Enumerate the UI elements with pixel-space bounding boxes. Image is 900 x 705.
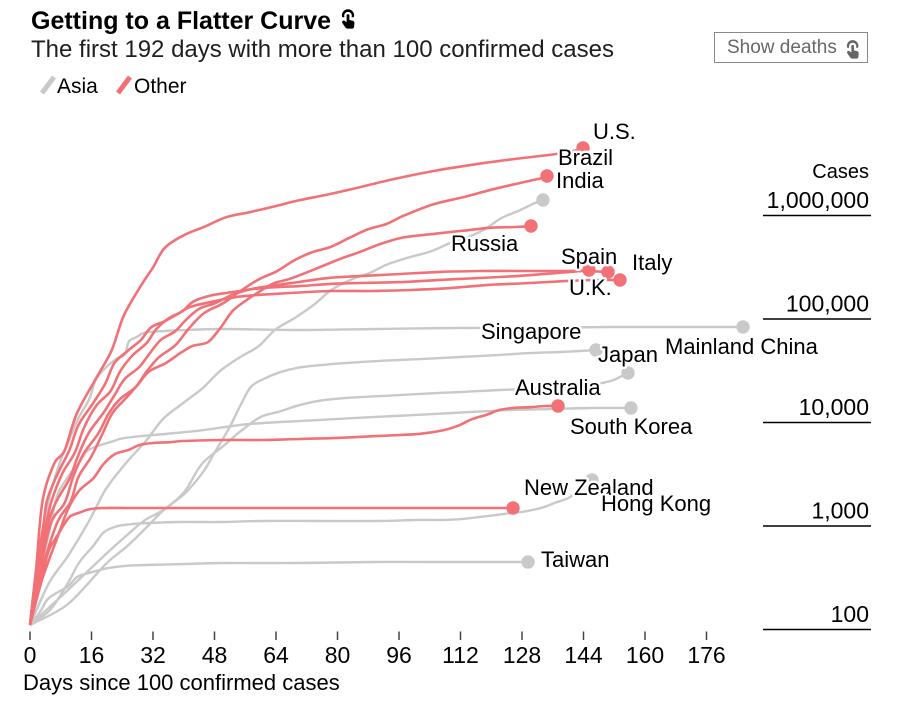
svg-text:South Korea: South Korea <box>570 414 693 439</box>
svg-text:160: 160 <box>626 642 664 668</box>
svg-text:144: 144 <box>564 642 603 668</box>
svg-text:Japan: Japan <box>598 342 658 367</box>
svg-text:96: 96 <box>386 642 412 668</box>
svg-text:64: 64 <box>263 642 289 668</box>
svg-text:48: 48 <box>202 642 228 668</box>
svg-text:32: 32 <box>140 642 166 668</box>
svg-text:U.S.: U.S. <box>593 119 636 144</box>
svg-text:100,000: 100,000 <box>786 291 869 317</box>
svg-text:Cases: Cases <box>812 161 869 183</box>
svg-text:10,000: 10,000 <box>799 394 869 420</box>
svg-text:Italy: Italy <box>632 250 672 275</box>
svg-text:Days since 100 confirmed cases: Days since 100 confirmed cases <box>23 670 340 695</box>
svg-text:Brazil: Brazil <box>558 145 613 170</box>
svg-text:Spain: Spain <box>561 244 617 269</box>
svg-text:80: 80 <box>325 642 351 668</box>
svg-text:Russia: Russia <box>451 231 519 256</box>
svg-text:Singapore: Singapore <box>481 319 581 344</box>
svg-text:176: 176 <box>687 642 725 668</box>
svg-text:128: 128 <box>503 642 541 668</box>
svg-text:1,000: 1,000 <box>811 498 869 524</box>
svg-text:1,000,000: 1,000,000 <box>767 187 869 213</box>
svg-text:Hong Kong: Hong Kong <box>601 491 711 516</box>
svg-text:Asia: Asia <box>57 75 98 98</box>
svg-text:100: 100 <box>831 601 869 627</box>
svg-text:Taiwan: Taiwan <box>541 547 609 572</box>
svg-text:0: 0 <box>24 642 37 668</box>
svg-text:Mainland China: Mainland China <box>665 334 819 359</box>
svg-text:U.K.: U.K. <box>569 275 612 300</box>
svg-text:India: India <box>556 168 604 193</box>
svg-text:112: 112 <box>442 642 479 668</box>
svg-text:Other: Other <box>134 75 187 98</box>
svg-text:Australia: Australia <box>515 375 601 400</box>
svg-text:New Zealand: New Zealand <box>524 475 654 500</box>
svg-text:16: 16 <box>79 642 105 668</box>
